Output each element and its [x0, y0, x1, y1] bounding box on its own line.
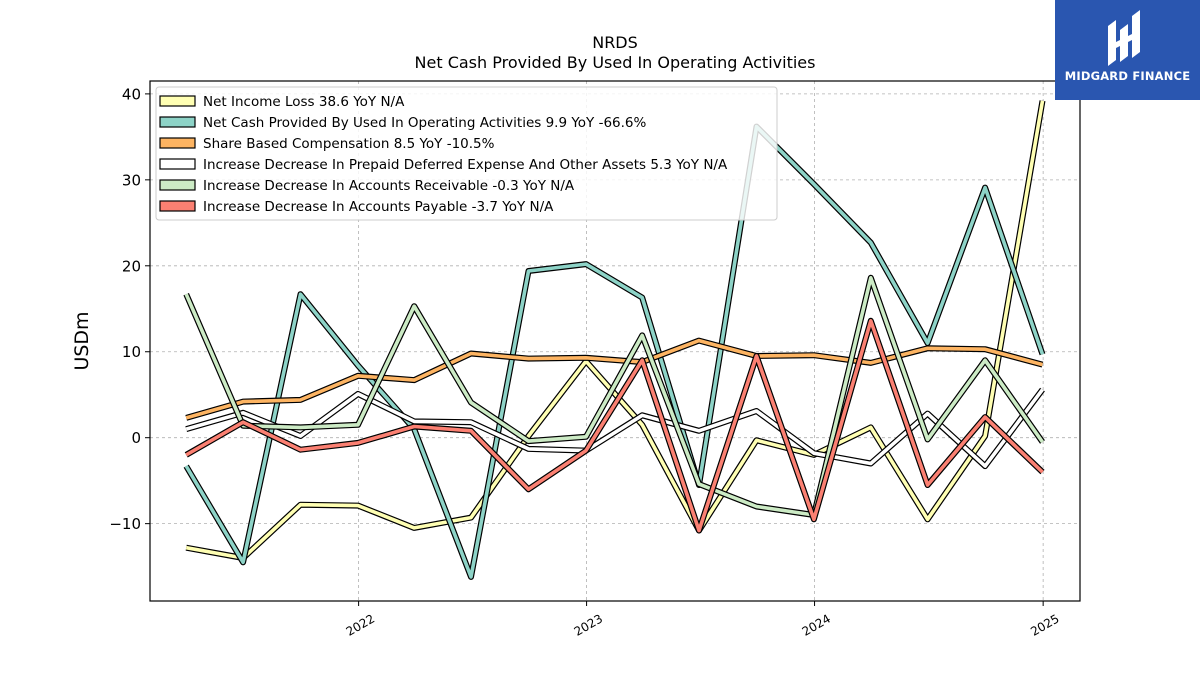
y-tick-label: 10 — [122, 343, 141, 361]
y-tick-label: 20 — [122, 257, 141, 275]
legend-swatch-1 — [159, 116, 196, 128]
y-tick-label: 0 — [131, 429, 141, 447]
legend-swatch-3 — [159, 158, 196, 170]
x-tick-label: 2025 — [1028, 611, 1061, 638]
legend-label-4: Increase Decrease In Accounts Receivable… — [203, 178, 575, 194]
x-tick-label: 2022 — [344, 611, 377, 638]
y-ticks: −10 0 10 20 30 40 — [109, 85, 150, 533]
legend-swatch-5 — [159, 200, 196, 212]
midgard-logo-icon — [1108, 10, 1140, 66]
legend-box — [155, 86, 778, 221]
legend-label-3: Increase Decrease In Prepaid Deferred Ex… — [203, 157, 728, 173]
legend-label-1: Net Cash Provided By Used In Operating A… — [203, 115, 647, 131]
legend-swatch-2 — [159, 137, 196, 149]
series-line-1 — [184, 124, 1045, 579]
legend-label-0: Net Income Loss 38.6 YoY N/A — [203, 94, 405, 110]
legend-label-2: Share Based Compensation 8.5 YoY -10.5% — [203, 136, 495, 152]
x-tick-label: 2023 — [572, 611, 605, 638]
chart-title: NRDS — [592, 33, 638, 52]
plot-frame — [149, 80, 1081, 602]
series-line-3 — [185, 388, 1044, 468]
legend-label-5: Increase Decrease In Accounts Payable -3… — [203, 199, 554, 215]
series-line-4 — [184, 275, 1044, 517]
logo-text: MIDGARD FINANCE — [1064, 69, 1191, 83]
y-axis-label: USDm — [71, 311, 93, 370]
y-tick-label: 40 — [122, 85, 141, 103]
legend-swatch-4 — [159, 179, 196, 191]
midgard-finance-logo: MIDGARD FINANCE — [1055, 0, 1200, 100]
x-tick-label: 2024 — [800, 611, 833, 638]
y-tick-label: 30 — [122, 171, 141, 189]
chart-subtitle: Net Cash Provided By Used In Operating A… — [415, 53, 816, 72]
series-line-0 — [185, 100, 1045, 560]
legend: Net Income Loss 38.6 YoY N/A Net Cash Pro… — [155, 86, 778, 221]
y-tick-label: −10 — [109, 515, 141, 533]
series-line-5 — [185, 318, 1044, 533]
series — [183, 100, 1046, 580]
legend-swatch-0 — [159, 95, 196, 107]
x-ticks: 2022 2023 2024 2025 — [344, 601, 1062, 639]
